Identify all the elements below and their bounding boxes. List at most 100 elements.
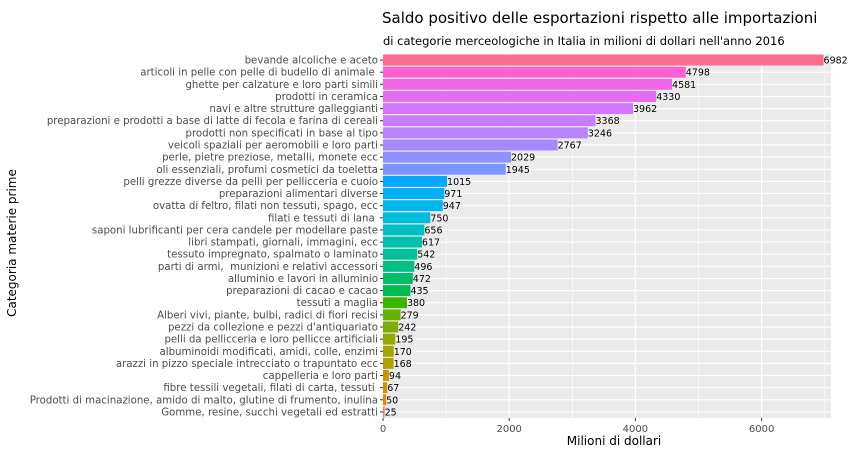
data-label: 1945 bbox=[506, 165, 530, 176]
x-tick-label: 2000 bbox=[496, 424, 521, 435]
bar bbox=[383, 370, 389, 381]
category-tick-label: parti di armi, munizioni e relativi acce… bbox=[158, 262, 378, 273]
category-tick-label: ghette per calzature e loro parti simili bbox=[185, 80, 378, 91]
bar bbox=[383, 54, 824, 66]
bar bbox=[383, 163, 506, 175]
bar bbox=[383, 224, 425, 236]
bar bbox=[383, 309, 401, 321]
category-tick-label: alluminio e lavori in alluminio bbox=[228, 274, 378, 285]
data-label: 750 bbox=[430, 213, 448, 224]
data-label: 242 bbox=[398, 323, 416, 334]
bar bbox=[383, 333, 396, 345]
category-tick-label: albuminoidi modificati, amidi, colle, en… bbox=[160, 347, 379, 358]
data-label: 3962 bbox=[633, 104, 657, 115]
data-label: 94 bbox=[389, 371, 401, 382]
data-label: 542 bbox=[417, 250, 435, 261]
x-tick-label: 6000 bbox=[749, 424, 774, 435]
data-label: 1015 bbox=[447, 177, 471, 188]
data-label: 617 bbox=[422, 238, 440, 249]
category-tick-label: libri stampati, giornali, immagini, ecc bbox=[188, 238, 378, 249]
bar bbox=[383, 394, 387, 406]
category-tick-label: Alberi vivi, piante, bulbi, radici di fi… bbox=[157, 310, 378, 321]
chart-subtitle: di categorie merceologiche in Italia in … bbox=[383, 34, 785, 48]
bar bbox=[383, 151, 512, 163]
bar bbox=[383, 236, 422, 248]
y-axis-title: Categoria materie prime bbox=[5, 169, 19, 317]
data-label: 279 bbox=[401, 310, 419, 321]
category-tick-label: tessuti a maglia bbox=[297, 298, 378, 309]
data-label: 170 bbox=[394, 347, 412, 358]
bar bbox=[383, 382, 388, 394]
chart-title: Saldo positivo delle esportazioni rispet… bbox=[382, 9, 817, 27]
x-tick-label: 4000 bbox=[623, 424, 648, 435]
data-label: 947 bbox=[443, 201, 461, 212]
category-tick-label: ovatta di feltro, filati non tessuti, sp… bbox=[153, 201, 378, 212]
data-label: 4330 bbox=[656, 92, 680, 103]
category-tick-label: tessuto impregnato, spalmato o laminato bbox=[167, 250, 378, 261]
category-tick-label: perle, pietre preziose, metalli, monete … bbox=[162, 153, 378, 164]
category-tick-label: fibre tessili vegetali, filati di carta,… bbox=[163, 383, 378, 394]
category-tick-label: navi e altre strutture galleggianti bbox=[209, 104, 378, 115]
category-tick-label: saponi lubrificanti per cera candele per… bbox=[92, 225, 378, 236]
bar bbox=[383, 91, 657, 102]
bar bbox=[383, 200, 443, 212]
data-label: 4798 bbox=[686, 68, 710, 79]
data-label: 2767 bbox=[558, 141, 582, 152]
bar bbox=[383, 406, 385, 418]
data-label: 496 bbox=[414, 262, 432, 273]
category-tick-label: Prodotti di macinazione, amido di malto,… bbox=[30, 395, 378, 406]
bar bbox=[383, 78, 673, 90]
category-tick-label: cappelleria e loro parti bbox=[263, 371, 378, 382]
data-label: 25 bbox=[385, 407, 397, 418]
category-tick-label: articoli in pelle con pelle di budello d… bbox=[140, 68, 378, 79]
data-label: 3246 bbox=[588, 128, 612, 139]
data-label: 971 bbox=[444, 189, 462, 200]
data-label: 4581 bbox=[672, 80, 696, 91]
data-label: 380 bbox=[407, 298, 425, 309]
data-label: 195 bbox=[395, 335, 413, 346]
bar bbox=[383, 103, 633, 115]
panel-background bbox=[383, 54, 831, 418]
bar bbox=[383, 321, 399, 333]
bar bbox=[383, 115, 596, 127]
data-label: 168 bbox=[394, 359, 412, 370]
bar bbox=[383, 139, 558, 151]
bar bbox=[383, 248, 418, 260]
category-tick-label: preparazioni e prodotti a base di latte … bbox=[47, 116, 378, 127]
category-tick-label: Gomme, resine, succhi vegetali ed estrat… bbox=[161, 407, 378, 418]
category-tick-label: preparazioni alimentari diverse bbox=[219, 189, 378, 200]
data-label: 435 bbox=[410, 286, 428, 297]
category-tick-label: oli essenziali, profumi cosmetici da toe… bbox=[156, 165, 378, 176]
category-tick-label: filati e tessuti di lana bbox=[268, 213, 378, 224]
category-tick-label: pelli da pellicceria e loro pellicce art… bbox=[164, 335, 378, 346]
bar bbox=[383, 127, 588, 139]
category-tick-label: pezzi da collezione e pezzi d'antiquaria… bbox=[168, 323, 378, 334]
bar bbox=[383, 260, 415, 272]
category-tick-label: preparazioni di cacao e cacao bbox=[226, 286, 378, 297]
data-label: 67 bbox=[387, 383, 399, 394]
x-axis-title: Milioni di dollari bbox=[567, 434, 661, 448]
category-tick-label: bevande alcoliche e aceto bbox=[245, 56, 378, 67]
data-label: 2029 bbox=[511, 153, 535, 164]
data-label: 6982 bbox=[824, 56, 848, 67]
bar bbox=[383, 188, 445, 199]
data-label: 50 bbox=[386, 395, 398, 406]
bar bbox=[383, 297, 407, 309]
plot-area: 6982 bevande alcoliche e aceto 4798 articol… bbox=[30, 54, 848, 435]
data-label: 656 bbox=[424, 225, 442, 236]
bar bbox=[383, 357, 394, 369]
category-tick-label: prodotti in ceramica bbox=[275, 92, 378, 103]
data-label: 472 bbox=[413, 274, 431, 285]
data-label: 3368 bbox=[596, 116, 620, 127]
bar bbox=[383, 345, 394, 357]
bar bbox=[383, 212, 431, 224]
bar bbox=[383, 175, 448, 187]
category-tick-label: prodotti non specificati in base al tipo bbox=[186, 128, 379, 139]
bar bbox=[383, 66, 686, 78]
bar bbox=[383, 273, 413, 284]
category-tick-label: pelli grezze diverse da pelli per pellic… bbox=[123, 177, 378, 188]
category-tick-label: arazzi in pizzo speciale intrecciato o t… bbox=[116, 359, 378, 370]
bar bbox=[383, 285, 411, 297]
x-tick-label: 0 bbox=[380, 424, 386, 435]
